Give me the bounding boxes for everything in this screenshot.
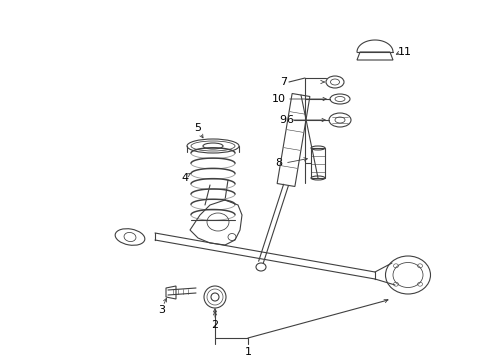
Text: 9: 9 bbox=[279, 115, 286, 125]
Text: 10: 10 bbox=[271, 94, 285, 104]
Text: 11: 11 bbox=[397, 47, 411, 57]
Text: 5: 5 bbox=[194, 123, 201, 133]
Text: 4: 4 bbox=[181, 173, 188, 183]
Text: 1: 1 bbox=[244, 347, 251, 357]
Text: 7: 7 bbox=[280, 77, 287, 87]
Text: 6: 6 bbox=[286, 115, 293, 125]
Text: 3: 3 bbox=[158, 305, 165, 315]
Text: 2: 2 bbox=[211, 320, 218, 330]
Text: 8: 8 bbox=[275, 158, 282, 168]
